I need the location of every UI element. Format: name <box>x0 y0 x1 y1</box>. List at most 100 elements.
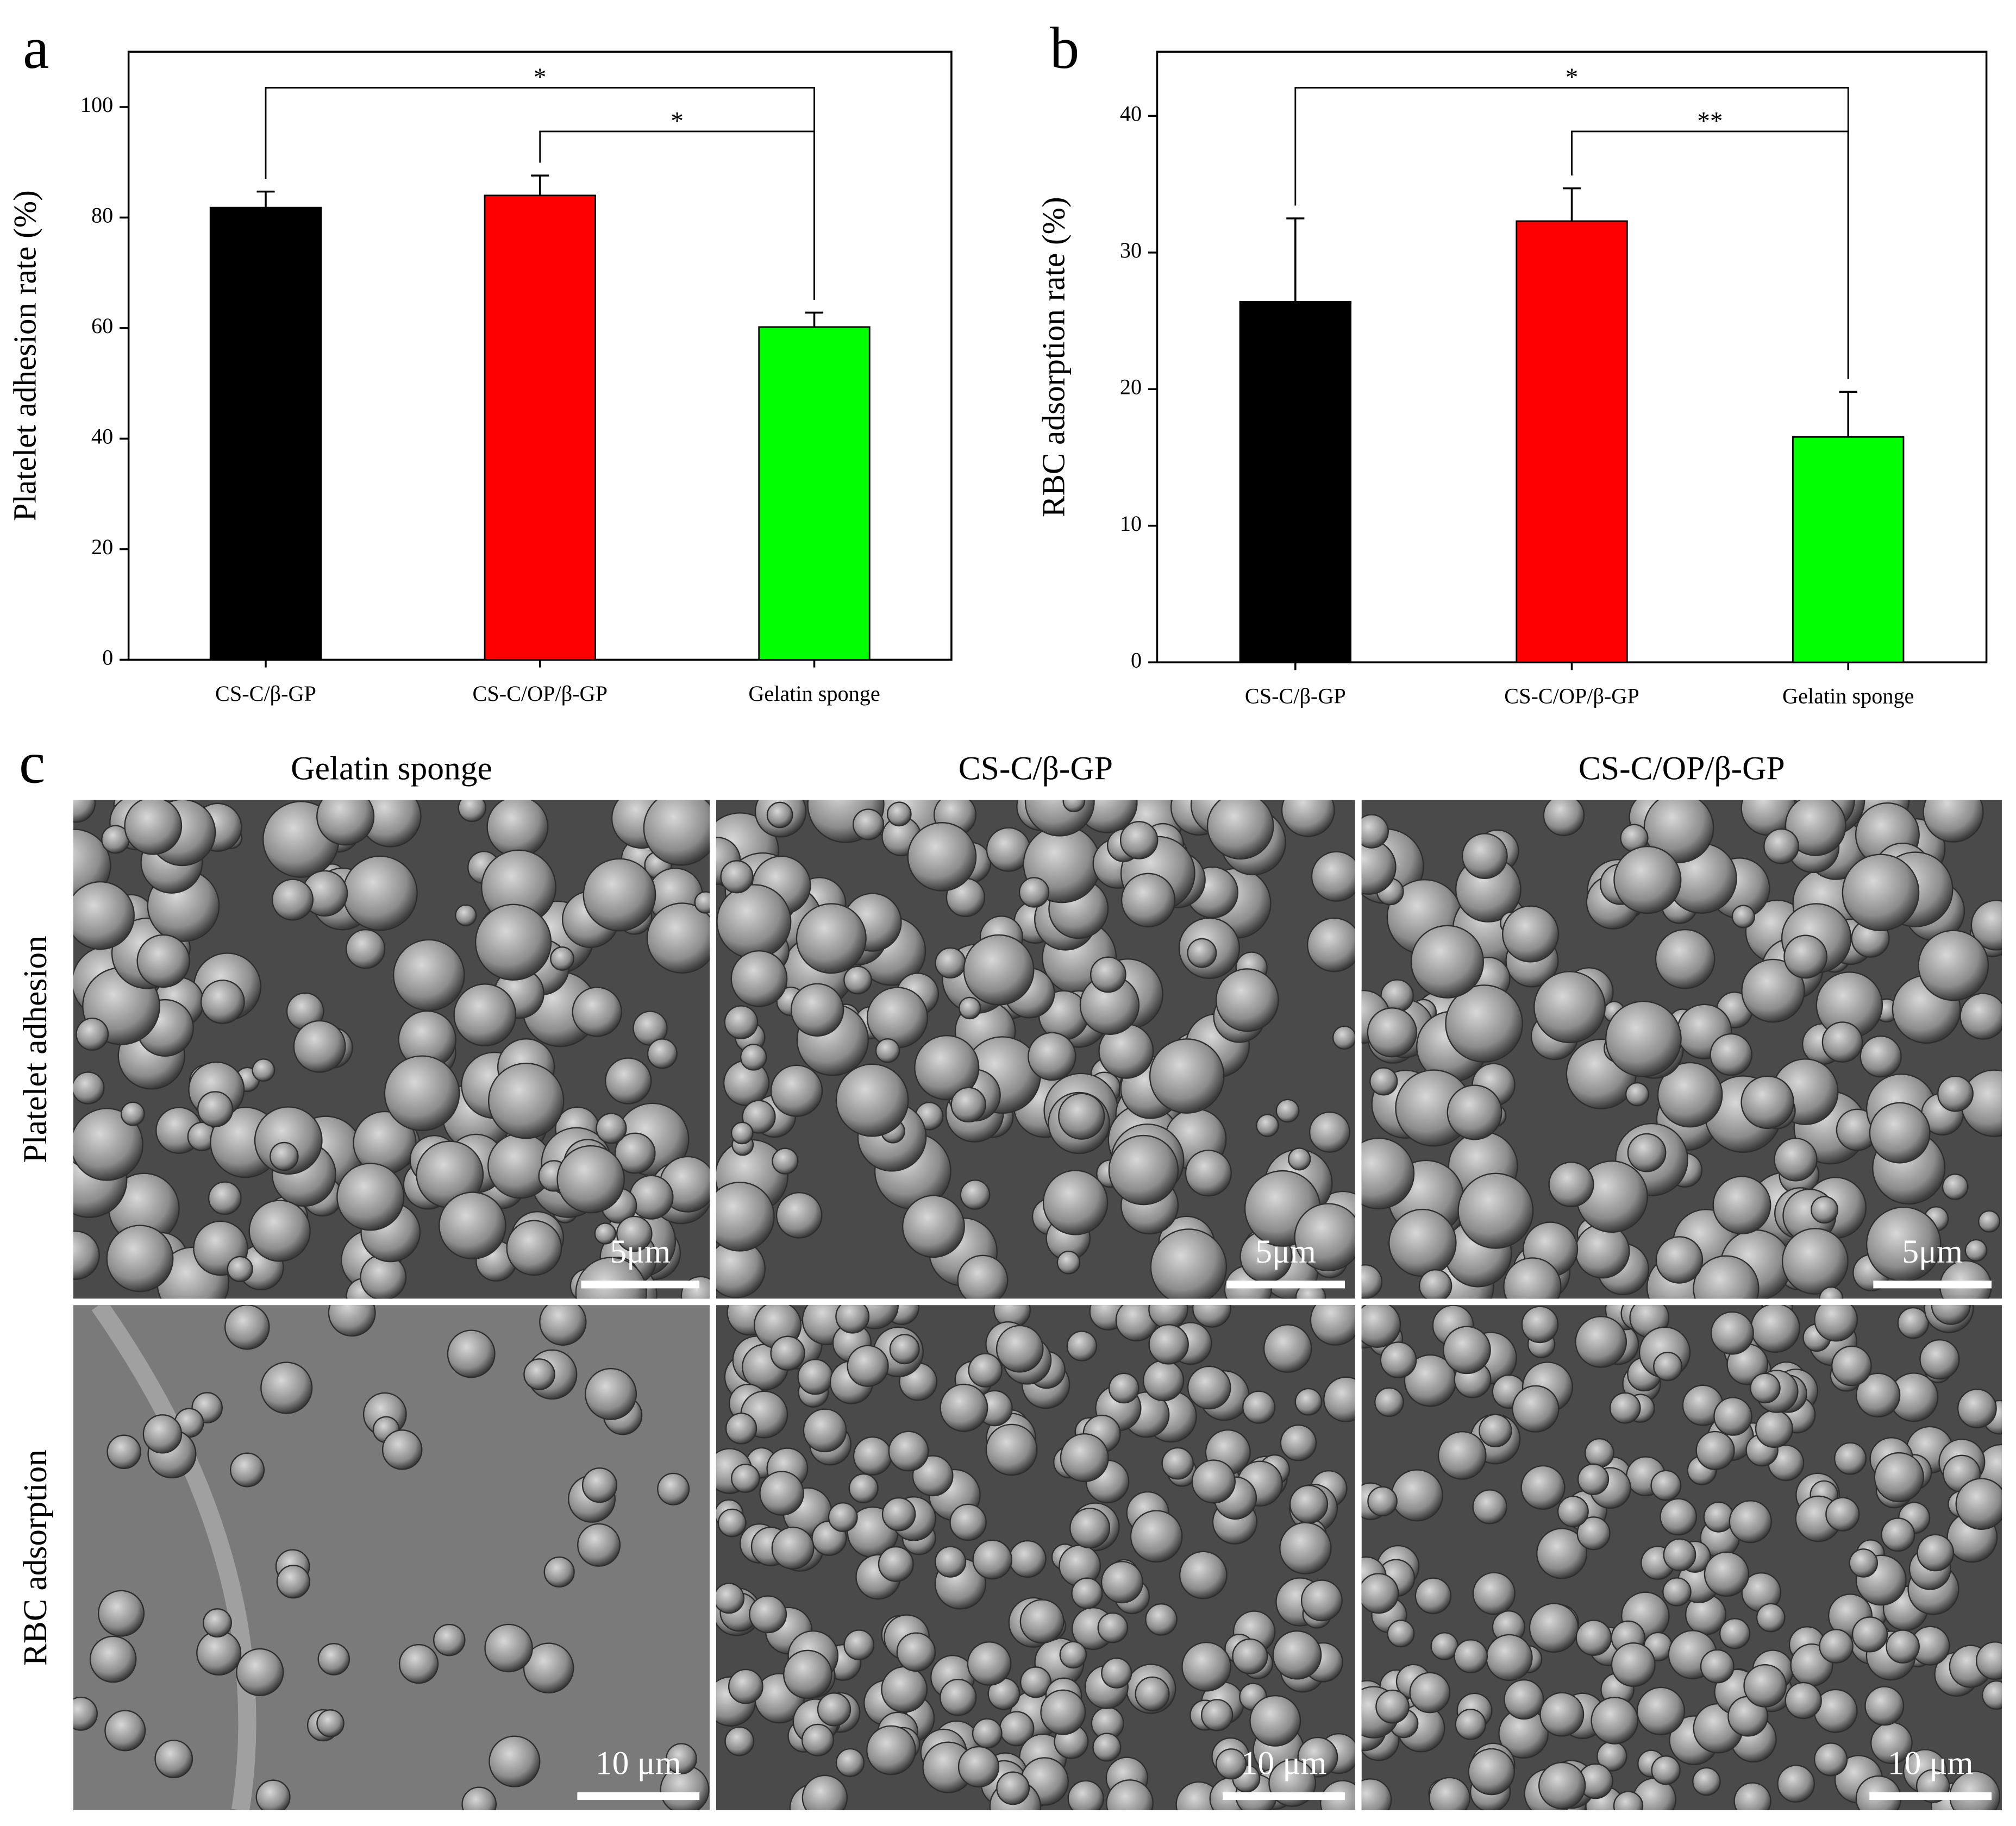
sem-particle <box>817 1692 852 1727</box>
sem-particle <box>1191 1459 1236 1504</box>
sem-particle <box>439 1191 506 1260</box>
sem-particle <box>646 902 710 974</box>
sem-particle <box>486 800 549 858</box>
sem-particle <box>1066 1331 1098 1361</box>
sem-particle <box>1201 1699 1234 1731</box>
sem-particle <box>1636 1686 1686 1736</box>
sem-particle <box>136 934 190 988</box>
scale-bar-label: 10 μm <box>596 1745 681 1782</box>
sem-particle <box>461 1786 497 1811</box>
sem-particle <box>1108 1134 1179 1206</box>
sem-particle <box>605 1057 652 1105</box>
sem-particle <box>1703 1501 1735 1533</box>
sem-particle <box>539 1305 587 1346</box>
sem-particle <box>1692 1767 1721 1796</box>
sem-particle <box>843 965 872 995</box>
sem-particle <box>97 1590 145 1637</box>
sem-particle <box>1575 1315 1627 1368</box>
sem-particle <box>1577 1463 1610 1495</box>
y-tick-label: 60 <box>91 313 113 338</box>
sem-particle <box>1512 1385 1560 1433</box>
sem-particle <box>1869 1102 1931 1164</box>
sem-particle <box>1785 800 1846 856</box>
sem-particle <box>996 1325 1044 1373</box>
sem-particle <box>881 1666 928 1713</box>
sem-particle <box>1323 1376 1355 1422</box>
sem-particle <box>1504 1679 1544 1720</box>
sem-particle <box>1280 1424 1317 1461</box>
sem-particle <box>796 903 867 974</box>
sem-particle <box>1710 1311 1754 1355</box>
y-axis-title: Platelet adhesion rate (%) <box>7 190 43 521</box>
sem-particle <box>949 1503 987 1541</box>
significance-bracket <box>1571 130 1849 379</box>
y-tick-label: 10 <box>1120 511 1142 536</box>
sem-particle <box>934 1546 967 1578</box>
sem-particle <box>1272 1630 1322 1680</box>
sem-particle <box>1059 1641 1087 1669</box>
sem-particle <box>1811 1196 1839 1224</box>
sem-particle <box>196 1630 242 1676</box>
sem-particle <box>1374 1387 1404 1417</box>
sem-particle <box>1130 1510 1183 1563</box>
sem-particle <box>346 929 386 969</box>
sem-particle <box>1263 1324 1312 1373</box>
panel-label: c <box>19 730 45 795</box>
sem-particle <box>1750 1372 1781 1404</box>
sem-particle <box>1814 1305 1858 1342</box>
sem-particle <box>381 1429 423 1470</box>
sem-particle <box>1486 1634 1533 1681</box>
x-tick-label: CS-C/β-GP <box>1245 684 1346 708</box>
sem-particle <box>1731 905 1755 928</box>
sem-particle <box>1019 1666 1052 1698</box>
sem-particle <box>1307 917 1355 972</box>
sem-particle <box>1529 1603 1579 1653</box>
sem-particle <box>1409 1672 1451 1714</box>
sem-particle <box>1503 1257 1562 1299</box>
sem-particle <box>1591 1697 1639 1745</box>
sem-particle <box>1609 1392 1641 1424</box>
sem-particle <box>1361 1573 1399 1614</box>
sem-particle <box>889 1334 920 1365</box>
sem-particle <box>1959 993 2002 1040</box>
sem-particle <box>875 1038 900 1063</box>
sem-particle <box>227 1256 253 1283</box>
sem-particle <box>1216 1748 1247 1780</box>
sem-particle <box>1923 800 1984 843</box>
sem-particle <box>230 1452 265 1488</box>
sem-particle <box>433 1623 466 1656</box>
sem-particle <box>73 881 135 950</box>
sem-particle <box>447 1329 496 1378</box>
sem-particle <box>1300 1579 1343 1622</box>
sem-particle <box>1613 1791 1644 1811</box>
scale-bar <box>1873 1281 1992 1289</box>
sem-particle <box>1693 1255 1760 1299</box>
sem-particle <box>271 879 314 921</box>
sem-particle <box>1215 968 1279 1032</box>
sem-particle <box>1819 1629 1854 1664</box>
sem-particle <box>248 1200 311 1262</box>
sem-particle <box>1704 1551 1750 1597</box>
sem-particle <box>1042 1170 1109 1235</box>
sem-particle <box>124 800 183 855</box>
sem-particle <box>835 1305 870 1334</box>
sem-particle <box>1855 1372 1901 1417</box>
bar <box>484 194 596 661</box>
sem-particle <box>360 1254 407 1299</box>
sem-particle <box>1543 800 1585 836</box>
row-title: RBC adsorption <box>17 1449 54 1666</box>
scale-bar <box>1226 1281 1345 1289</box>
sem-particle <box>1970 900 2002 951</box>
sem-particle <box>1864 1686 1905 1726</box>
scale-bar-label: 5μm <box>1902 1233 1963 1270</box>
sem-particle <box>1575 1223 1630 1279</box>
y-tick-label: 0 <box>102 645 113 670</box>
sem-particle <box>901 1195 965 1258</box>
sem-particle <box>453 983 517 1047</box>
scale-bar-label: 10 μm <box>1241 1745 1327 1782</box>
sem-particle <box>1472 1489 1507 1524</box>
sem-particle <box>1361 814 1389 849</box>
x-tick-label: Gelatin sponge <box>748 681 880 706</box>
sem-particle <box>142 1414 183 1454</box>
sem-particle <box>967 1641 1012 1686</box>
